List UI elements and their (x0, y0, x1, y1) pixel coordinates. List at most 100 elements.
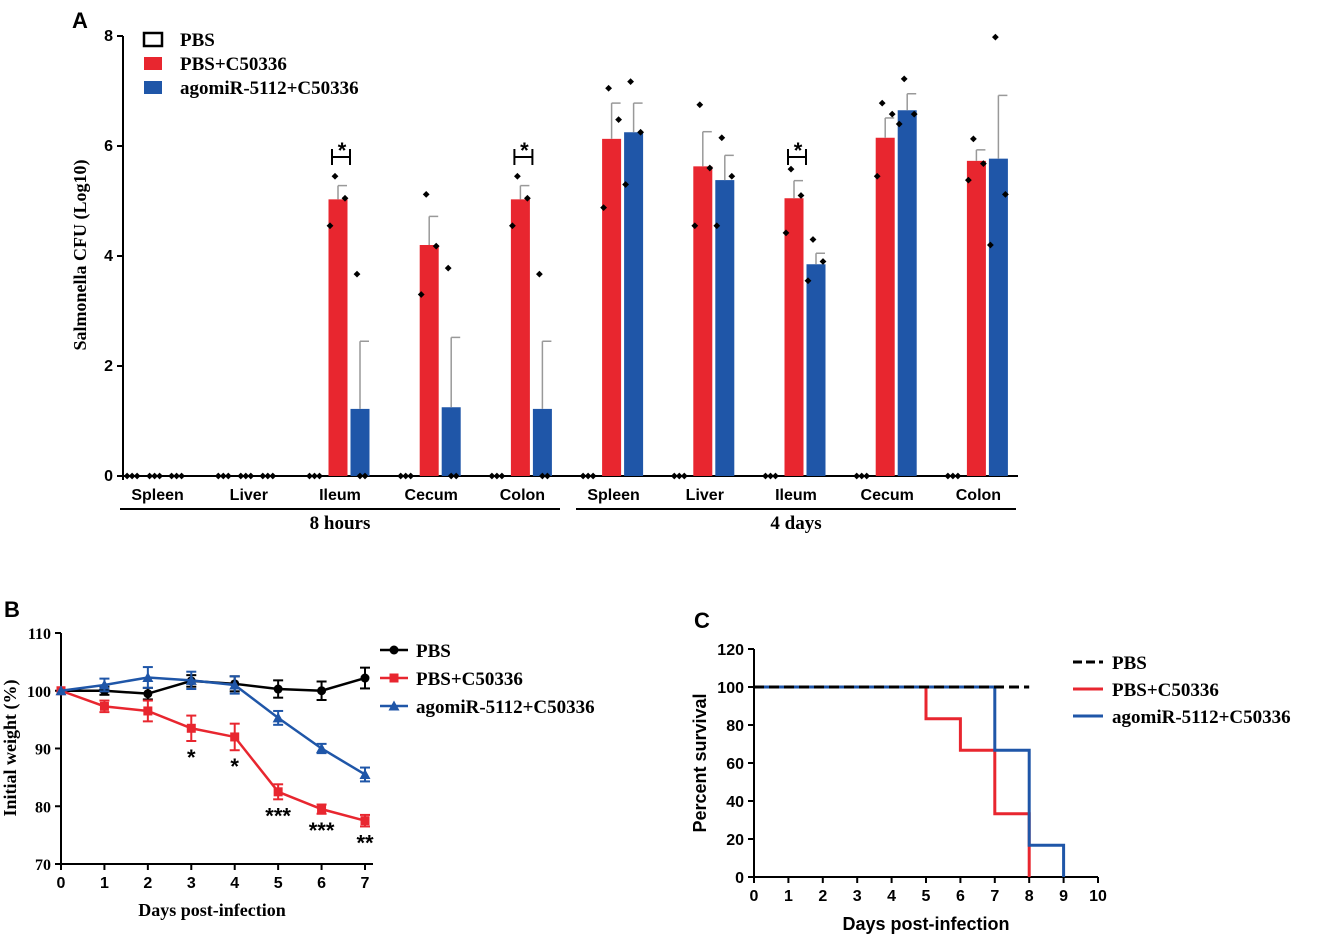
panel-a-sig-star: * (338, 138, 347, 163)
panel-a-bar (966, 160, 986, 476)
panel-b-marker (359, 768, 371, 779)
panel-a-bar-chart: Salmonella CFU (Log10) 0 2 4 6 8 Spleen Liver I… (70, 28, 1018, 534)
panel-b-legend-marker (388, 700, 400, 711)
panel-a-bar (532, 408, 552, 476)
panel-a-data-point (311, 472, 318, 480)
panel-a-data-point (133, 472, 141, 480)
panel-c-x-tick-label: 2 (818, 888, 827, 905)
panel-a-y-tick-label: 0 (104, 468, 113, 485)
panel-a-data-point (128, 472, 136, 480)
panel-b-series-line (60, 689, 366, 822)
panel-letter-a: A (72, 8, 88, 33)
panel-a-data-point (987, 241, 994, 249)
panel-a-category-label: Liver (686, 487, 724, 504)
panel-a-data-point (544, 472, 551, 480)
panel-a-data-point (156, 472, 163, 480)
panel-a-data-point (797, 192, 805, 199)
panel-a-data-point (356, 472, 364, 480)
panel-a-bar (875, 137, 895, 476)
panel-c-legend: PBS PBS+C50336 agomiR-5112+C50336 (1073, 653, 1291, 728)
panel-a-data-point (493, 472, 501, 480)
panel-c-x-axis-title: Days post-infection (842, 914, 1009, 934)
panel-a-bar (419, 245, 439, 476)
panel-b-x-tick-label: 7 (361, 875, 370, 892)
panel-a-data-point (615, 116, 622, 123)
panel-b-x-tick-label: 6 (317, 875, 326, 892)
panel-a-data-point (622, 181, 629, 188)
panel-b-weight-chart: Initial weight (%) Days post-infection 7… (0, 626, 595, 920)
panel-a-data-point (878, 99, 886, 107)
panel-a-data-point (173, 472, 180, 480)
panel-a-data-point (259, 472, 267, 480)
panel-b-legend-label: PBS+C50336 (416, 669, 523, 690)
panel-b-marker (360, 816, 370, 826)
panel-c-x-tick-label: 6 (956, 888, 965, 905)
panel-a-data-point (498, 472, 506, 480)
panel-a-data-point (447, 472, 455, 480)
panel-b-marker (316, 743, 328, 753)
panel-a-data-point (782, 229, 790, 237)
panel-c-x-tick-label: 7 (990, 888, 999, 905)
panel-a-data-point (713, 222, 721, 230)
panel-a-data-point (214, 472, 222, 480)
panel-c-y-tick-label: 100 (717, 680, 744, 697)
panel-b-x-tick-label: 0 (57, 875, 66, 892)
panel-b-marker (229, 679, 241, 690)
panel-a-data-point (123, 472, 131, 480)
panel-a-bar (510, 199, 530, 476)
panel-a-data-point (407, 472, 415, 480)
panel-a-data-point (264, 472, 272, 480)
panel-a-data-point (980, 160, 987, 167)
panel-a-data-point (944, 472, 952, 480)
panel-a-data-point (600, 204, 607, 211)
panel-b-y-tick-label: 70 (35, 857, 51, 874)
panel-a-data-point (627, 78, 634, 86)
panel-a-data-point (237, 472, 245, 480)
panel-a-legend-swatch (144, 81, 162, 94)
panel-a-bar (715, 180, 735, 476)
panel-a-data-point (949, 472, 957, 480)
panel-a-data-point (670, 472, 678, 480)
panel-a-data-point (900, 75, 908, 83)
panel-b-marker (55, 685, 67, 696)
panel-b-significance: * (230, 754, 239, 779)
panel-a-data-point (819, 258, 827, 265)
panel-a-data-point (168, 472, 175, 480)
panel-a-data-point (341, 194, 349, 202)
panel-c-survival-chart: Percent survival Days post-infection 020… (690, 642, 1291, 934)
panel-c-x-tick-label: 0 (750, 888, 759, 905)
panel-a-data-point (224, 472, 232, 480)
panel-a-category-label: Liver (230, 487, 268, 504)
panel-a-data-point (863, 472, 871, 480)
panel-a-y-tick-label: 2 (104, 358, 113, 375)
panel-c-x-tick-label: 9 (1059, 888, 1068, 905)
panel-a-data-point (970, 135, 977, 143)
panel-c-survival-curve (754, 685, 1031, 877)
panel-a-data-point (873, 172, 881, 180)
panel-a-data-point (331, 172, 339, 180)
panel-a-data-point (637, 128, 644, 136)
panel-a-legend-swatch (142, 31, 164, 48)
panel-b-legend-marker (389, 645, 399, 655)
panel-a-data-point (605, 84, 612, 92)
panel-b-y-tick-label: 80 (35, 799, 51, 816)
panel-a-data-point (316, 472, 323, 480)
panel-a-data-point (488, 472, 496, 480)
panel-b-x-tick-label: 2 (143, 875, 152, 892)
panel-a-sig-star: * (794, 138, 803, 163)
panel-a-data-point (888, 110, 896, 118)
panel-a-category-label: Spleen (131, 487, 183, 504)
panel-a-data-point (422, 191, 430, 198)
panel-a-data-point (247, 472, 255, 480)
panel-a-data-point (444, 264, 452, 272)
panel-c-x-tick-label: 4 (887, 888, 896, 905)
panel-a-data-point (452, 472, 460, 480)
panel-a-y-tick-label: 6 (104, 138, 113, 155)
panel-c-x-tick-label: 3 (853, 888, 862, 905)
panel-a-data-point (584, 472, 592, 480)
panel-letter-c: C (694, 608, 710, 633)
panel-a-bar (624, 132, 644, 476)
panel-b-significance: *** (309, 818, 335, 843)
panel-a-y-tick-label: 4 (104, 248, 113, 265)
panel-a-bar (897, 110, 917, 476)
